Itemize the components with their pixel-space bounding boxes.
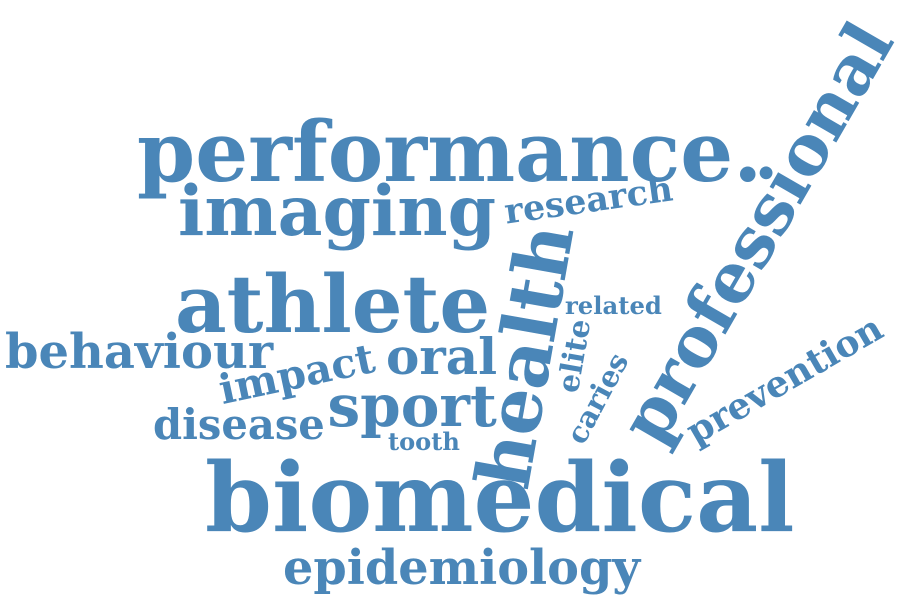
word-biomedical: biomedical [205,441,795,554]
word-tooth: tooth [388,427,460,456]
word-related: related [565,291,662,320]
word-performance: performance. [137,102,763,201]
word-athlete: athlete [175,256,491,351]
word-imaging: imaging [178,170,497,252]
word-sport: sport [327,372,497,440]
word-epidemiology: epidemiology [283,540,641,596]
word-disease: disease [153,400,325,449]
word-behaviour: behaviour [5,324,274,380]
word-oral: oral [386,327,498,386]
